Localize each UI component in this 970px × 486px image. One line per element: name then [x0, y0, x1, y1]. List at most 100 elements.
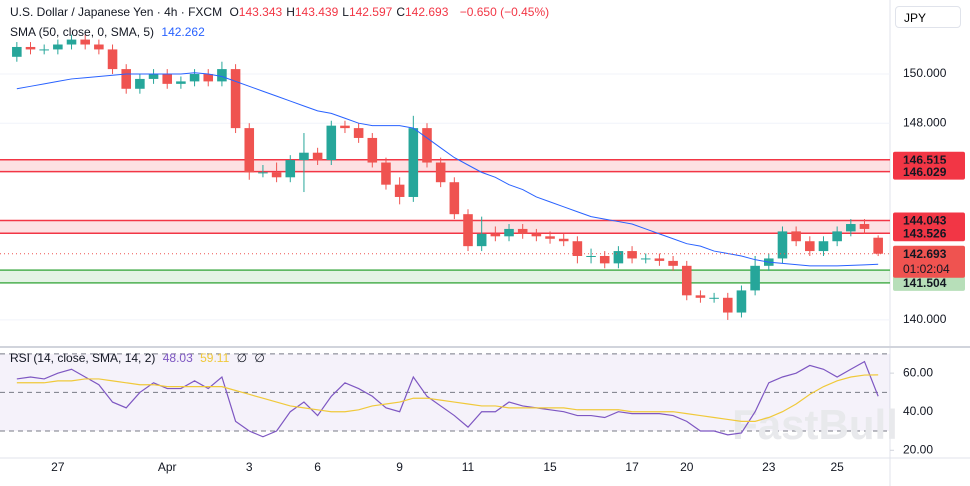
price-label-bg — [893, 163, 965, 180]
candle-body — [39, 49, 49, 51]
candle-body — [121, 69, 131, 89]
candle-body — [832, 231, 842, 242]
candle-body — [599, 255, 610, 264]
candle-body — [627, 251, 637, 259]
candle-body — [381, 162, 391, 185]
price-label: 146.029 — [903, 165, 947, 179]
candle-body — [640, 258, 651, 260]
candle-body — [230, 69, 241, 129]
candle-body — [818, 241, 829, 252]
y-tick-label: 20.00 — [903, 442, 933, 456]
candle-body — [805, 241, 815, 252]
candle-body — [681, 265, 692, 296]
candle-body — [340, 125, 350, 129]
y-tick-label: 140.000 — [903, 312, 947, 326]
x-tick-label: 23 — [762, 460, 776, 474]
candle-body — [517, 228, 528, 234]
x-tick-label: 15 — [543, 460, 557, 474]
candle-body — [94, 44, 104, 50]
countdown: 01:02:04 — [903, 262, 950, 276]
ohlc-letter: C — [396, 5, 405, 19]
candle-body — [189, 74, 200, 82]
rsi-value: 48.03 — [162, 351, 193, 365]
sma-name: SMA (50, close, 0, SMA, 5) — [10, 25, 155, 39]
candle-body — [12, 46, 22, 57]
candle-body — [558, 238, 569, 242]
candle-body — [613, 251, 624, 264]
y-tick-label: 148.000 — [903, 115, 947, 129]
sma-line — [16, 72, 879, 267]
candle-body — [244, 128, 255, 173]
candle-body — [148, 74, 159, 79]
candle-body — [326, 125, 337, 161]
candle-body — [394, 184, 405, 197]
currency-button[interactable]: JPY — [895, 6, 961, 28]
candle-body — [490, 233, 501, 237]
candle-body — [722, 297, 733, 313]
candle-body — [162, 74, 173, 84]
main-legend: U.S. Dollar / Japanese Yen · 4h · FXCM O… — [10, 5, 553, 19]
candle-body — [695, 295, 706, 298]
candle-body — [408, 128, 419, 197]
ohlc-value: 143.343 — [238, 5, 283, 19]
candle-body — [422, 128, 432, 163]
watermark: FastBull — [732, 401, 898, 448]
candle-body — [846, 224, 856, 232]
y-tick-label: 150.000 — [903, 66, 947, 80]
candle-body — [176, 81, 186, 84]
zone — [0, 220, 890, 234]
price-label: 146.515 — [903, 153, 947, 167]
candle-body — [586, 255, 596, 257]
price-label-bg — [893, 274, 965, 291]
candle-body — [668, 260, 678, 266]
candle-body — [859, 224, 870, 229]
candle-body — [709, 297, 719, 299]
x-tick-label: 17 — [625, 460, 639, 474]
candle-body — [299, 152, 309, 161]
candle-body — [53, 44, 63, 50]
price-label: 143.526 — [903, 226, 947, 240]
price-label: 141.504 — [903, 276, 947, 290]
x-tick-label: 25 — [830, 460, 844, 474]
x-tick-label: 6 — [314, 460, 321, 474]
x-tick-label: Apr — [158, 460, 177, 474]
candle-body — [285, 160, 296, 178]
symbol-title: U.S. Dollar / Japanese Yen · 4h · FXCM — [10, 5, 223, 19]
candle-body — [80, 39, 90, 45]
rsi-name: RSI (14, close, SMA, 14, 2) — [10, 351, 156, 365]
candle-body — [367, 137, 378, 163]
candle-body — [66, 39, 77, 45]
ohlc-letter: O — [229, 5, 239, 19]
na-value: ∅ — [254, 351, 265, 365]
x-tick-label: 20 — [680, 460, 694, 474]
candle-body — [750, 265, 760, 291]
candle-body — [312, 152, 323, 161]
y-tick-label: 60.00 — [903, 365, 933, 379]
candle-body — [504, 228, 514, 237]
x-tick-label: 9 — [396, 460, 403, 474]
last-price-label: 142.693 — [903, 247, 947, 261]
y-tick-label: 40.00 — [903, 404, 933, 418]
candle-body — [531, 233, 542, 237]
candle-body — [107, 49, 118, 70]
sma-legend: SMA (50, close, 0, SMA, 5) 142.262 — [10, 25, 209, 39]
zone — [0, 270, 890, 283]
candle-body — [476, 233, 487, 247]
ohlc-value: 142.597 — [348, 5, 393, 19]
rsi-ma-line — [16, 374, 879, 422]
candle-body — [217, 69, 227, 82]
ohlc-letter: H — [286, 5, 295, 19]
candle-body — [463, 214, 473, 247]
ohlc-value: 142.693 — [405, 5, 449, 19]
ohlc-value: 143.439 — [294, 5, 339, 19]
sma-value: 142.262 — [161, 25, 205, 39]
rsi-legend: RSI (14, close, SMA, 14, 2) 48.03 59.11 … — [10, 351, 269, 365]
ohlc: O143.343 H143.439 L142.597 C142.693 — [229, 5, 452, 19]
rsi-ma-value: 59.11 — [200, 351, 230, 365]
candle-body — [572, 241, 583, 256]
candle-body — [258, 172, 268, 174]
price-label: 144.043 — [903, 214, 947, 228]
x-tick-label: 3 — [246, 460, 253, 474]
